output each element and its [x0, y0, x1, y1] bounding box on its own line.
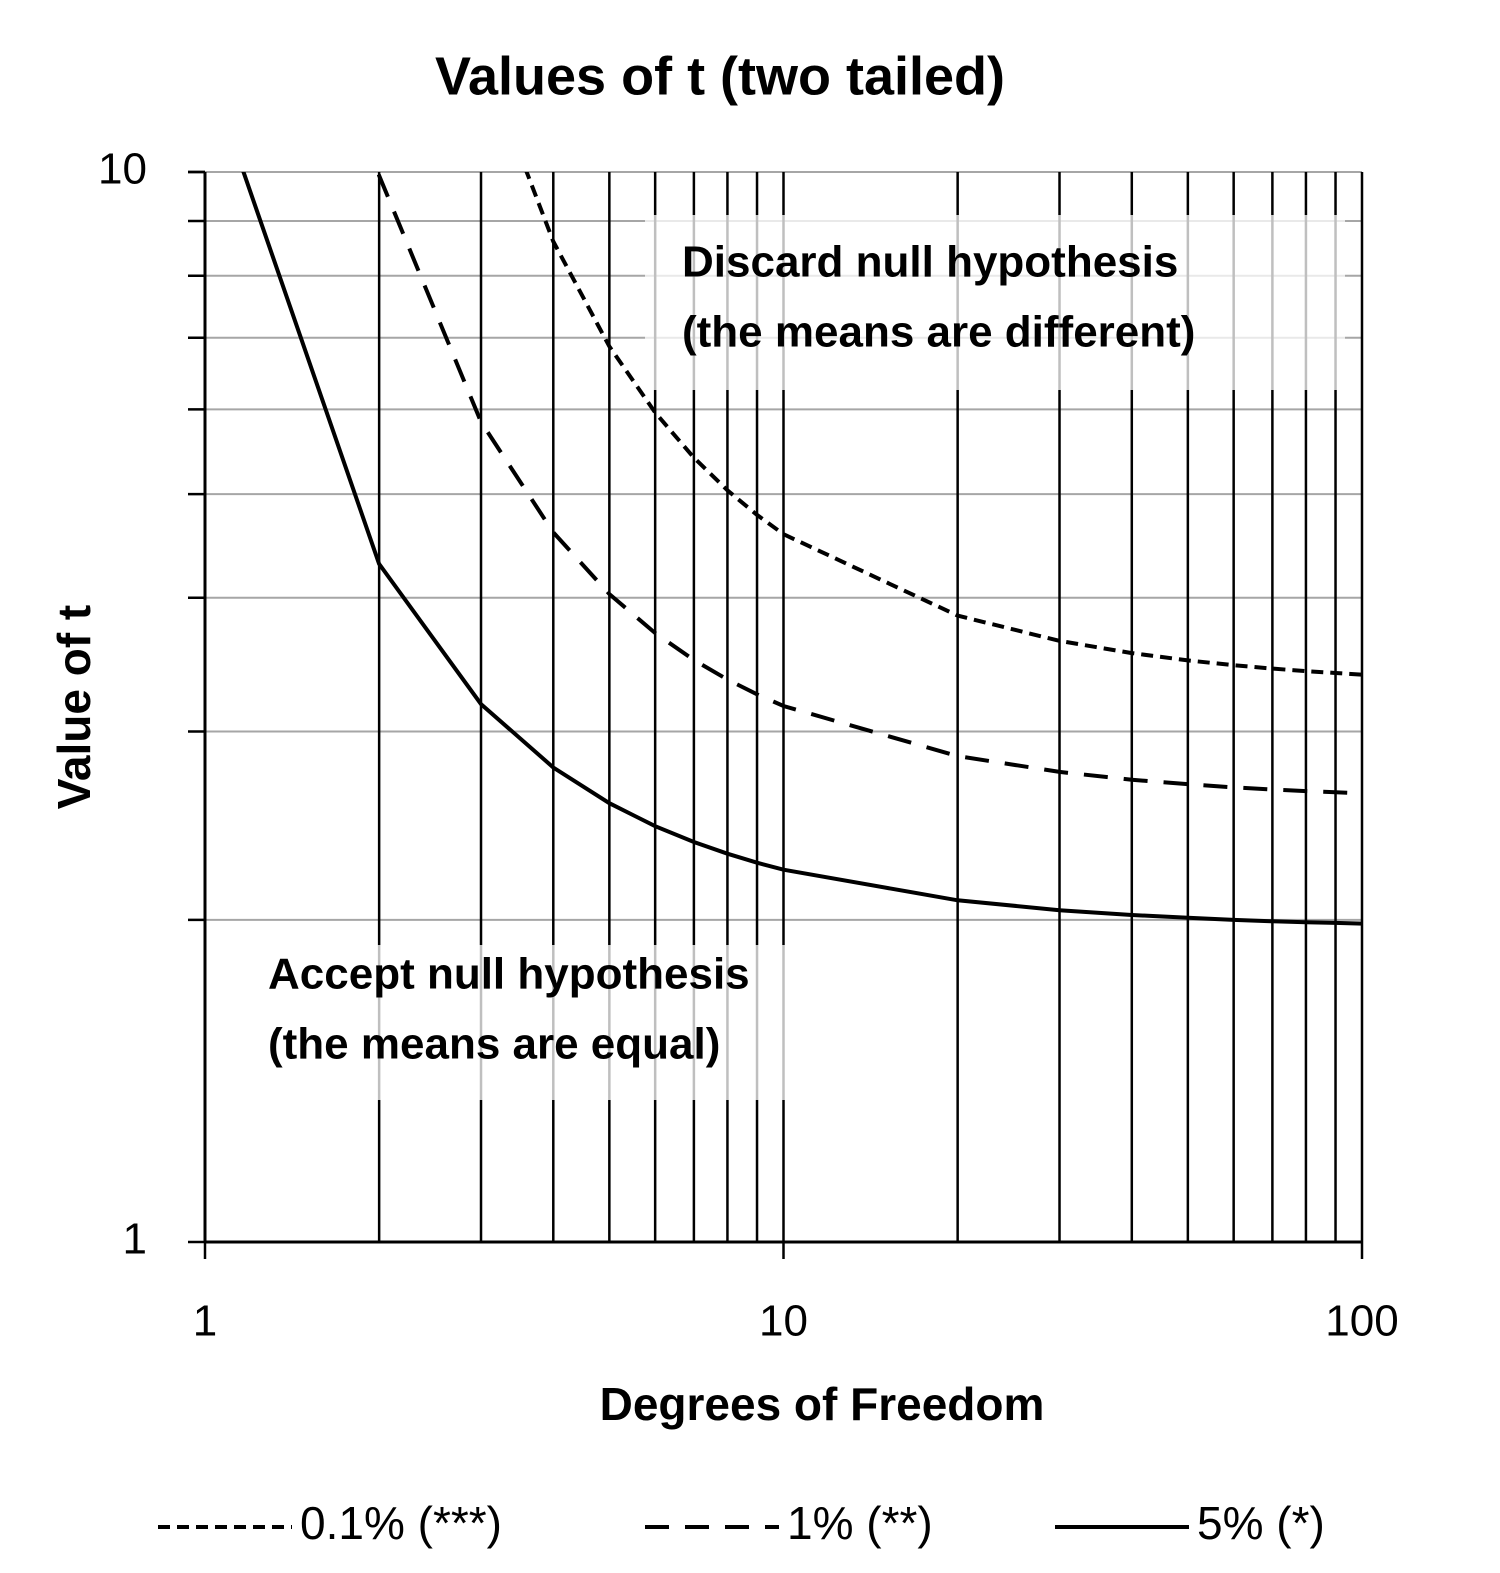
x-tick-label: 10 [759, 1297, 808, 1346]
y-axis-label: Value of t [48, 605, 100, 809]
plot [241, 172, 1362, 926]
annotation-text: (the means are different) [682, 308, 1195, 357]
series-line [376, 172, 1362, 796]
x-axis-label: Degrees of Freedom [600, 1378, 1045, 1430]
annotation-box [645, 215, 1345, 390]
legend-label: 5% (*) [1197, 1497, 1325, 1549]
chart-title: Values of t (two tailed) [435, 46, 1005, 106]
legend-label: 1% (**) [787, 1497, 933, 1549]
annotation-text: Accept null hypothesis [268, 950, 750, 999]
annotation-box [262, 945, 810, 1100]
x-tick-label: 1 [193, 1297, 217, 1346]
annotation-text: (the means are equal) [268, 1020, 720, 1069]
x-tick-label: 100 [1325, 1297, 1398, 1346]
series-line [241, 172, 1362, 926]
series-line [524, 172, 1362, 677]
annotation-text: Discard null hypothesis [682, 238, 1178, 287]
y-tick-label: 10 [98, 145, 147, 194]
y-tick-label: 1 [123, 1215, 147, 1264]
legend-label: 0.1% (***) [300, 1497, 502, 1549]
